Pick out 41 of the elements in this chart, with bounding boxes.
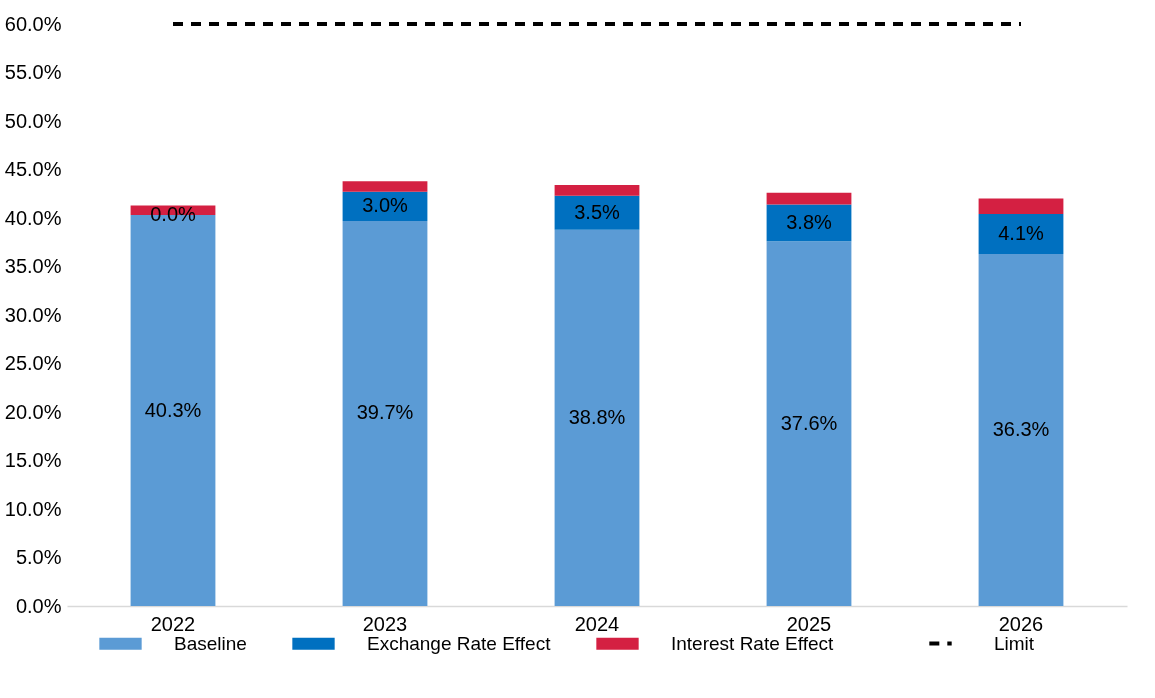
data-label: 3.0%: [362, 194, 409, 217]
y-tick-label: 55.0%: [4, 61, 62, 83]
y-tick-label: 45.0%: [4, 158, 62, 180]
data-label: 36.3%: [992, 417, 1050, 440]
bar: [978, 198, 1064, 215]
data-label: 39.7%: [356, 401, 414, 424]
bar: [978, 214, 1064, 254]
x-tick-label: 2026: [998, 612, 1044, 635]
x-tick-label: 2023: [362, 612, 408, 635]
bar: [978, 253, 1064, 606]
data-label: 37.6%: [780, 411, 838, 434]
legend-label: Exchange Rate Effect: [367, 632, 552, 654]
y-tick-label: 30.0%: [4, 303, 62, 326]
data-label: 3.8%: [786, 210, 833, 233]
data-label: 38.8%: [568, 405, 626, 428]
y-tick-label: 20.0%: [4, 400, 62, 423]
x-tick-label: 2024: [574, 612, 620, 635]
y-tick-label: 10.0%: [4, 497, 62, 520]
bar: [766, 192, 852, 205]
bar: [554, 229, 640, 606]
data-label: 4.1%: [998, 222, 1045, 245]
data-label: 40.3%: [144, 398, 202, 421]
bar: [766, 241, 852, 606]
data-label: 0.0%: [150, 203, 197, 226]
bar: [342, 181, 428, 192]
y-tick-label: 25.0%: [4, 352, 62, 374]
y-tick-label: 5.0%: [15, 546, 62, 568]
legend-label: Interest Rate Effect: [671, 632, 835, 654]
x-tick-label: 2025: [786, 612, 832, 635]
y-tick-label: 60.0%: [4, 12, 62, 35]
y-tick-label: 0.0%: [15, 594, 62, 617]
y-tick-label: 35.0%: [4, 255, 62, 277]
y-tick-label: 15.0%: [4, 449, 62, 471]
legend-label: Baseline: [174, 632, 247, 654]
legend-label: Limit: [994, 632, 1035, 654]
y-tick-label: 50.0%: [4, 109, 62, 132]
y-tick-label: 40.0%: [4, 206, 62, 229]
data-label: 3.5%: [574, 200, 621, 223]
x-tick-label: 2022: [150, 612, 196, 635]
bar: [342, 220, 428, 606]
bar: [554, 185, 640, 196]
